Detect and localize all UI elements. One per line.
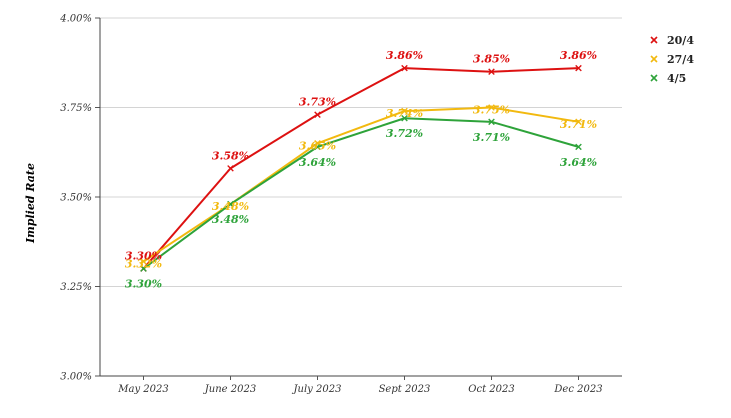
data-label: 3.71% (560, 118, 597, 131)
x-tick-label: June 2023 (203, 384, 256, 395)
data-label: 3.30% (125, 250, 162, 263)
data-point-marker (488, 68, 495, 75)
data-label: 3.73% (299, 96, 336, 109)
data-label: 3.30% (125, 278, 162, 291)
data-label: 3.64% (560, 156, 597, 169)
x-tick-label: Dec 2023 (553, 384, 602, 395)
data-label: 3.65% (299, 139, 336, 152)
x-tick-label: Sept 2023 (379, 384, 431, 395)
data-point-marker (314, 111, 321, 118)
data-label: 3.86% (560, 49, 597, 62)
legend-item: 4/5 (650, 72, 686, 85)
y-tick-label: 3.50% (60, 193, 92, 204)
data-point-marker (314, 143, 321, 151)
y-tick-label: 3.00% (60, 372, 92, 383)
series-group (140, 64, 582, 272)
data-point-marker (575, 143, 582, 151)
data-label: 3.72% (386, 127, 423, 140)
data-labels: 3.30% 3.58% 3.73% 3.86% 3.85% 3.86% 3.32% 3.48%… (125, 49, 597, 290)
data-point-marker (401, 64, 408, 72)
data-label: 3.32% (125, 257, 162, 270)
legend-item: 27/4 (650, 53, 694, 66)
legend-item: 20/4 (650, 34, 694, 47)
data-point-marker (227, 200, 234, 208)
y-tick-labels: 3.00% 3.25% 3.50% 3.75% 4.00% (59, 14, 92, 383)
grid-lines (95, 17, 622, 377)
data-label: 3.48% (212, 200, 249, 213)
data-label: 3.86% (386, 49, 423, 62)
axes (99, 18, 622, 377)
data-point-marker (401, 107, 408, 115)
legend-label: 4/5 (667, 72, 686, 85)
y-tick-label: 3.75% (60, 103, 92, 114)
data-point-marker (401, 114, 408, 122)
legend-label: 20/4 (667, 34, 694, 47)
data-point-marker (575, 118, 582, 126)
y-tick-label: 4.00% (59, 14, 92, 25)
legend: 20/4 27/4 4/5 (650, 34, 694, 85)
data-label: 3.74% (386, 107, 423, 120)
series-line (142, 117, 579, 270)
data-point-marker (488, 118, 495, 126)
series-line (142, 106, 579, 263)
x-tick-label: May 2023 (117, 384, 168, 395)
data-label: 3.75% (473, 104, 510, 117)
legend-label: 27/4 (667, 53, 694, 66)
x-tick-label: Oct 2023 (468, 384, 514, 395)
data-point-marker (575, 64, 582, 72)
y-tick-label: 3.25% (60, 282, 92, 293)
data-point-marker (488, 104, 495, 111)
data-label: 3.71% (473, 131, 510, 144)
data-point-marker (227, 165, 234, 172)
data-label: 3.64% (299, 156, 336, 169)
x-tick-labels: May 2023 June 2023 July 2023 Sept 2023 Oct 2… (117, 376, 603, 395)
data-label: 3.58% (212, 149, 249, 162)
y-axis-label: Implied Rate (24, 163, 37, 244)
data-label: 3.48% (212, 213, 249, 226)
x-tick-label: July 2023 (292, 384, 342, 395)
data-point-marker (140, 258, 147, 265)
data-label: 3.85% (473, 53, 510, 66)
series-line (142, 67, 579, 270)
data-point-marker (140, 265, 147, 272)
